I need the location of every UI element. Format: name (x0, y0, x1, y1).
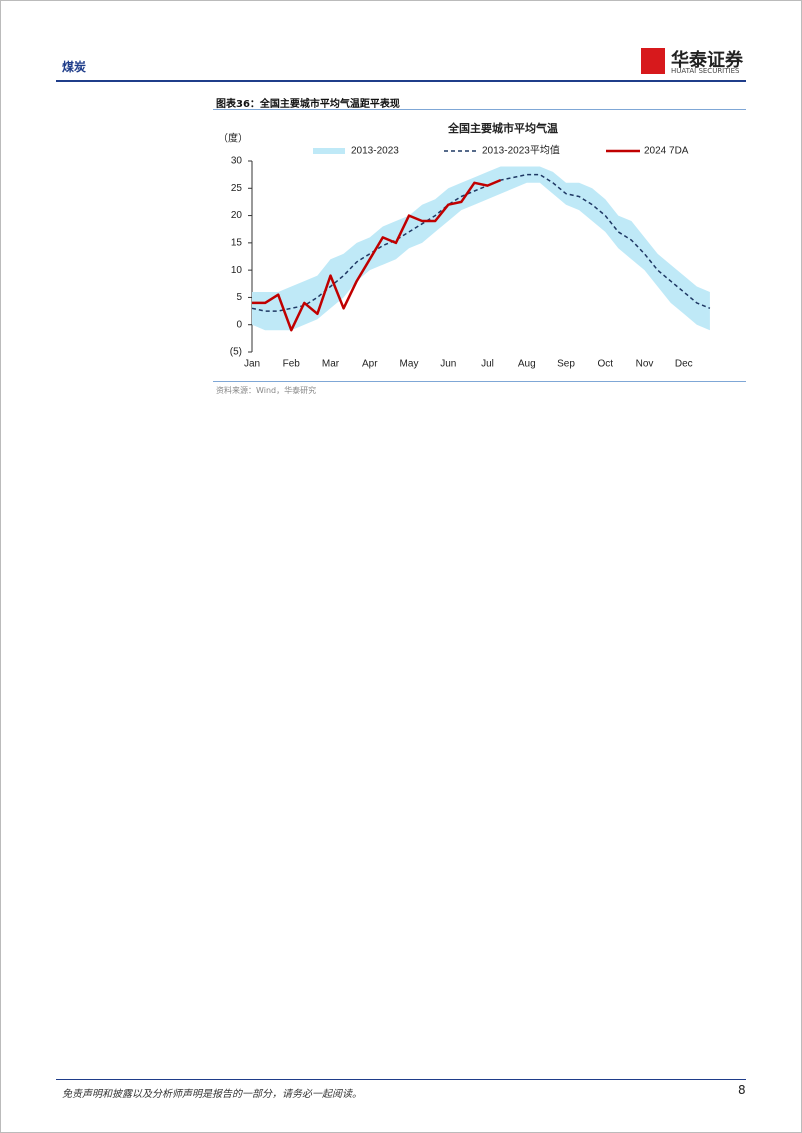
y-tick-label: 20 (231, 210, 243, 221)
y-tick-label: 15 (231, 237, 243, 248)
y-tick-label: 0 (236, 319, 242, 330)
y-tick-label: (5) (230, 347, 242, 358)
source: 资料来源：Wind，华泰研究 (216, 386, 317, 395)
x-tick-label: Nov (636, 359, 654, 370)
legend-swatch (313, 148, 345, 154)
x-tick-label: Feb (283, 359, 301, 370)
x-tick-label: Dec (675, 359, 693, 370)
logo: 华泰证券 (671, 50, 743, 71)
logo-mark (641, 48, 665, 74)
section: 煤炭 (62, 60, 87, 74)
logo-en: HUATAI SECURITIES (671, 67, 740, 75)
y-label: （度） (218, 132, 248, 145)
x-tick-label: Jan (244, 359, 260, 370)
y-tick-label: 30 (231, 156, 243, 167)
page-number: 8 (738, 1083, 746, 1097)
series-line (251, 173, 711, 312)
x-tick-label: Sep (557, 359, 575, 370)
rule (213, 381, 746, 382)
disclaimer: 免责声明和披露以及分析师声明是报告的一部分，请务必一起阅读。 (62, 1089, 362, 1100)
series-line (252, 178, 502, 332)
legend-label: 2013-2023平均值 (482, 144, 560, 157)
y-tick-label: 5 (236, 292, 242, 303)
x-tick-label: Aug (518, 359, 536, 370)
x-tick-label: Jul (481, 359, 494, 370)
legend-label: 2024 7DA (644, 146, 689, 157)
x-tick-label: Mar (322, 359, 340, 370)
rule (213, 109, 746, 110)
x-tick-label: May (400, 359, 419, 370)
header-rule (56, 80, 746, 82)
y-tick-label: 10 (231, 265, 243, 276)
x-tick-label: Jun (440, 359, 456, 370)
x-tick-label: Apr (362, 359, 378, 370)
chart-title: 全国主要城市平均气温 (447, 121, 558, 135)
figure-title: 图表36：全国主要城市平均气温距平表现 (216, 99, 400, 110)
x-tick-label: Oct (597, 359, 613, 370)
y-tick-label: 25 (231, 183, 243, 194)
legend-label: 2013-2023 (351, 146, 399, 157)
footer-rule (56, 1079, 746, 1080)
chart: 全国主要城市平均气温 （度） (5) 0 5 10 15 20 25 30 Jan Feb Mar A… (218, 121, 711, 370)
